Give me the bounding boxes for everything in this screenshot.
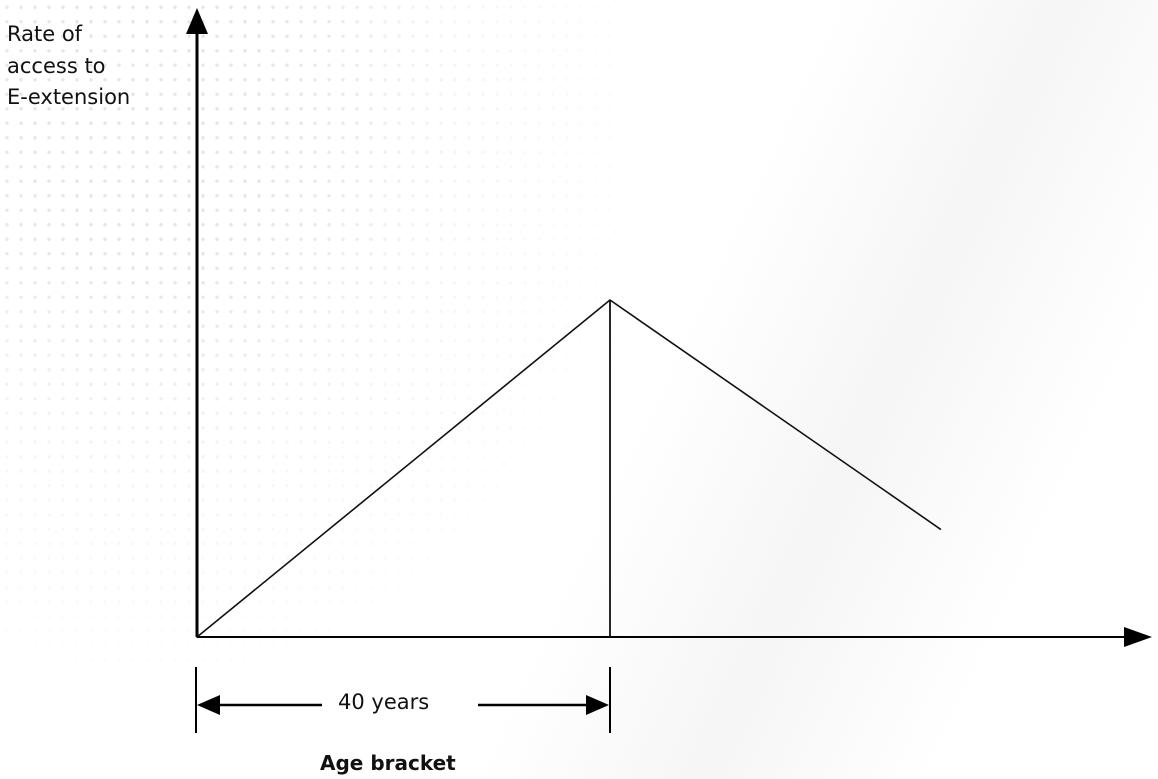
span-left-arrowhead bbox=[197, 695, 220, 715]
span-annotation-label: 40 years bbox=[338, 690, 430, 714]
data-point bbox=[939, 528, 942, 530]
x-axis-label: Age bracket bbox=[320, 751, 456, 775]
data-point bbox=[196, 636, 198, 638]
series-segment bbox=[196, 299, 611, 638]
y-axis-label: Rate of access to E-extension bbox=[7, 22, 131, 109]
chart-marks bbox=[196, 299, 942, 638]
y-axis-arrowhead bbox=[186, 8, 208, 34]
x-axis-arrowhead bbox=[1124, 627, 1152, 647]
series-segment bbox=[609, 299, 941, 530]
span-right-arrowhead bbox=[586, 695, 609, 715]
span-dimension bbox=[195, 667, 611, 733]
